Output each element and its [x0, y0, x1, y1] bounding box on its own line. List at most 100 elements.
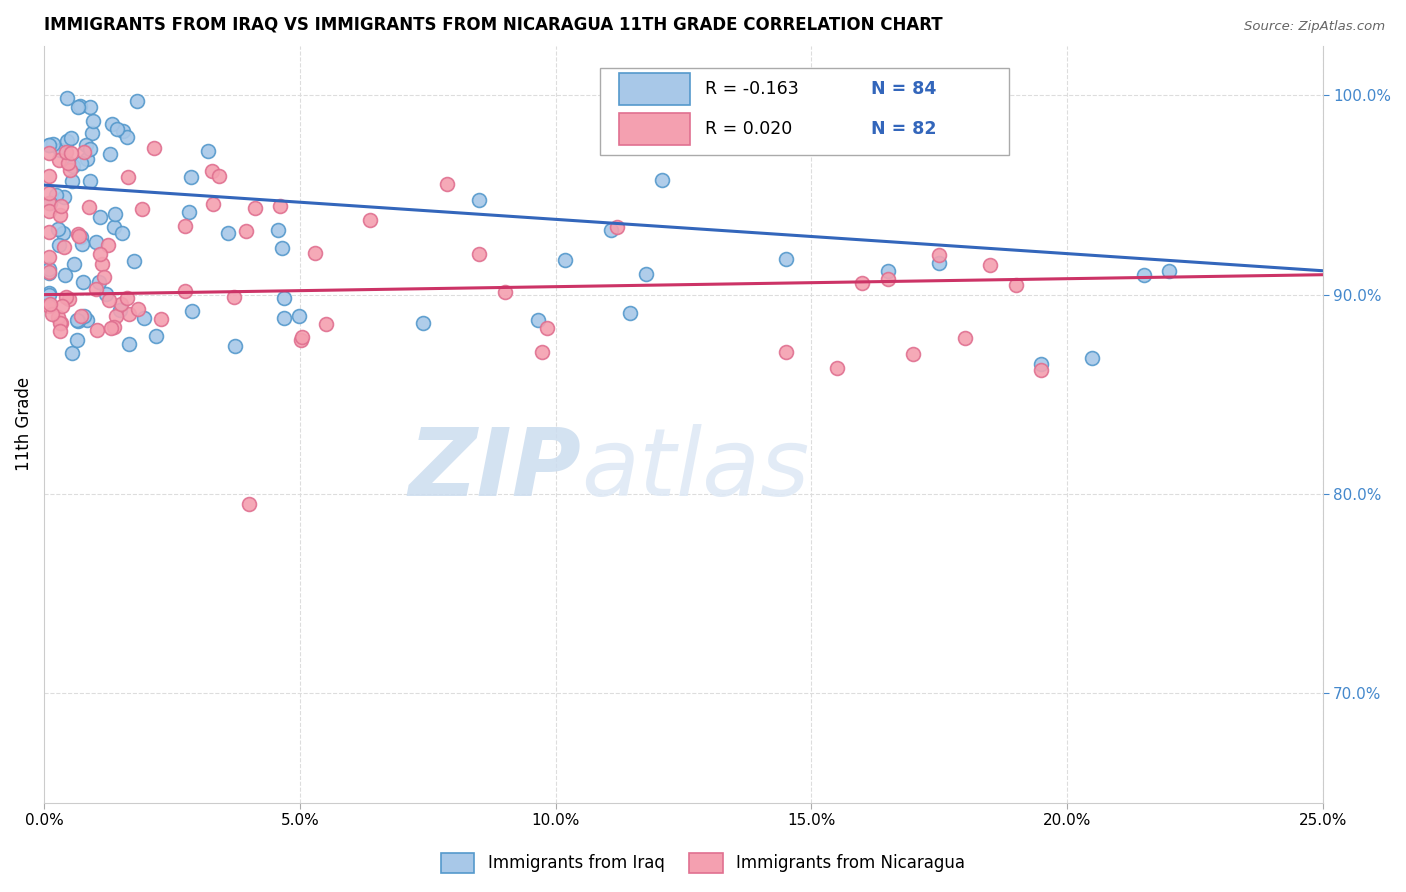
Point — [48, 238, 70, 252]
Point — [103, 319, 125, 334]
Point — [103, 219, 125, 234]
Point — [49, 208, 72, 222]
Point — [69, 99, 91, 113]
Point — [125, 94, 148, 108]
Point — [84, 235, 107, 249]
Y-axis label: 11th Grade: 11th Grade — [15, 377, 32, 471]
Point — [290, 329, 312, 343]
Point — [41, 307, 63, 321]
Point — [287, 310, 309, 324]
Point — [49, 316, 72, 330]
Point — [67, 314, 90, 328]
Point — [174, 284, 197, 298]
Point — [467, 193, 489, 207]
Point — [82, 114, 104, 128]
Point — [93, 269, 115, 284]
Point — [66, 333, 89, 347]
Point — [38, 186, 60, 200]
Point — [89, 275, 111, 289]
Point — [70, 236, 93, 251]
Point — [122, 253, 145, 268]
Point — [217, 227, 239, 241]
Point — [89, 210, 111, 224]
Point — [825, 361, 848, 376]
Point — [494, 285, 516, 299]
Point — [45, 187, 67, 202]
Point — [105, 122, 128, 136]
Point — [56, 134, 79, 148]
Point — [1081, 351, 1104, 366]
Point — [127, 302, 149, 317]
Point — [38, 251, 60, 265]
Point — [1031, 363, 1053, 377]
Point — [76, 313, 98, 327]
Point — [55, 91, 77, 105]
Point — [928, 256, 950, 270]
Point — [53, 240, 76, 254]
Point — [436, 177, 458, 191]
Point — [46, 222, 69, 236]
Point — [825, 119, 848, 133]
Legend: Immigrants from Iraq, Immigrants from Nicaragua: Immigrants from Iraq, Immigrants from Ni… — [434, 847, 972, 880]
Point — [202, 197, 225, 211]
Point — [97, 238, 120, 252]
Point — [62, 159, 84, 173]
Point — [67, 227, 90, 241]
Point — [38, 195, 60, 210]
Point — [38, 288, 60, 302]
Text: atlas: atlas — [581, 424, 810, 515]
Point — [72, 275, 94, 289]
Point — [269, 199, 291, 213]
Point — [67, 228, 90, 243]
Point — [267, 223, 290, 237]
Point — [38, 262, 60, 277]
Point — [359, 213, 381, 227]
Point — [131, 202, 153, 216]
Point — [180, 169, 202, 184]
Point — [877, 271, 900, 285]
Point — [634, 267, 657, 281]
Text: R = 0.020: R = 0.020 — [704, 120, 808, 138]
Point — [531, 345, 554, 359]
Point — [903, 347, 925, 361]
Point — [66, 312, 89, 326]
Point — [149, 311, 172, 326]
Point — [79, 100, 101, 114]
Point — [60, 174, 83, 188]
Point — [58, 293, 80, 307]
Point — [53, 268, 76, 283]
Point — [775, 252, 797, 266]
Point — [179, 205, 201, 219]
Point — [49, 316, 72, 330]
Point — [222, 290, 245, 304]
Point — [51, 299, 73, 313]
Point — [100, 321, 122, 335]
Point — [49, 199, 72, 213]
Point — [115, 129, 138, 144]
Point — [49, 324, 72, 338]
Point — [1132, 268, 1154, 282]
Point — [197, 144, 219, 158]
Point — [59, 131, 82, 145]
Point — [38, 265, 60, 279]
Point — [38, 204, 60, 219]
Point — [86, 323, 108, 337]
Bar — [620, 73, 690, 105]
Point — [851, 276, 873, 290]
Point — [290, 333, 312, 347]
Point — [928, 248, 950, 262]
Point — [38, 137, 60, 152]
Point — [110, 297, 132, 311]
Point — [273, 311, 295, 326]
Point — [46, 310, 69, 325]
Point — [98, 147, 121, 161]
Point — [145, 329, 167, 343]
Point — [101, 117, 124, 131]
Point — [877, 264, 900, 278]
Point — [62, 345, 84, 359]
Point — [1159, 264, 1181, 278]
Point — [953, 331, 976, 345]
Text: Source: ZipAtlas.com: Source: ZipAtlas.com — [1244, 20, 1385, 33]
Point — [76, 153, 98, 167]
Point — [118, 307, 141, 321]
